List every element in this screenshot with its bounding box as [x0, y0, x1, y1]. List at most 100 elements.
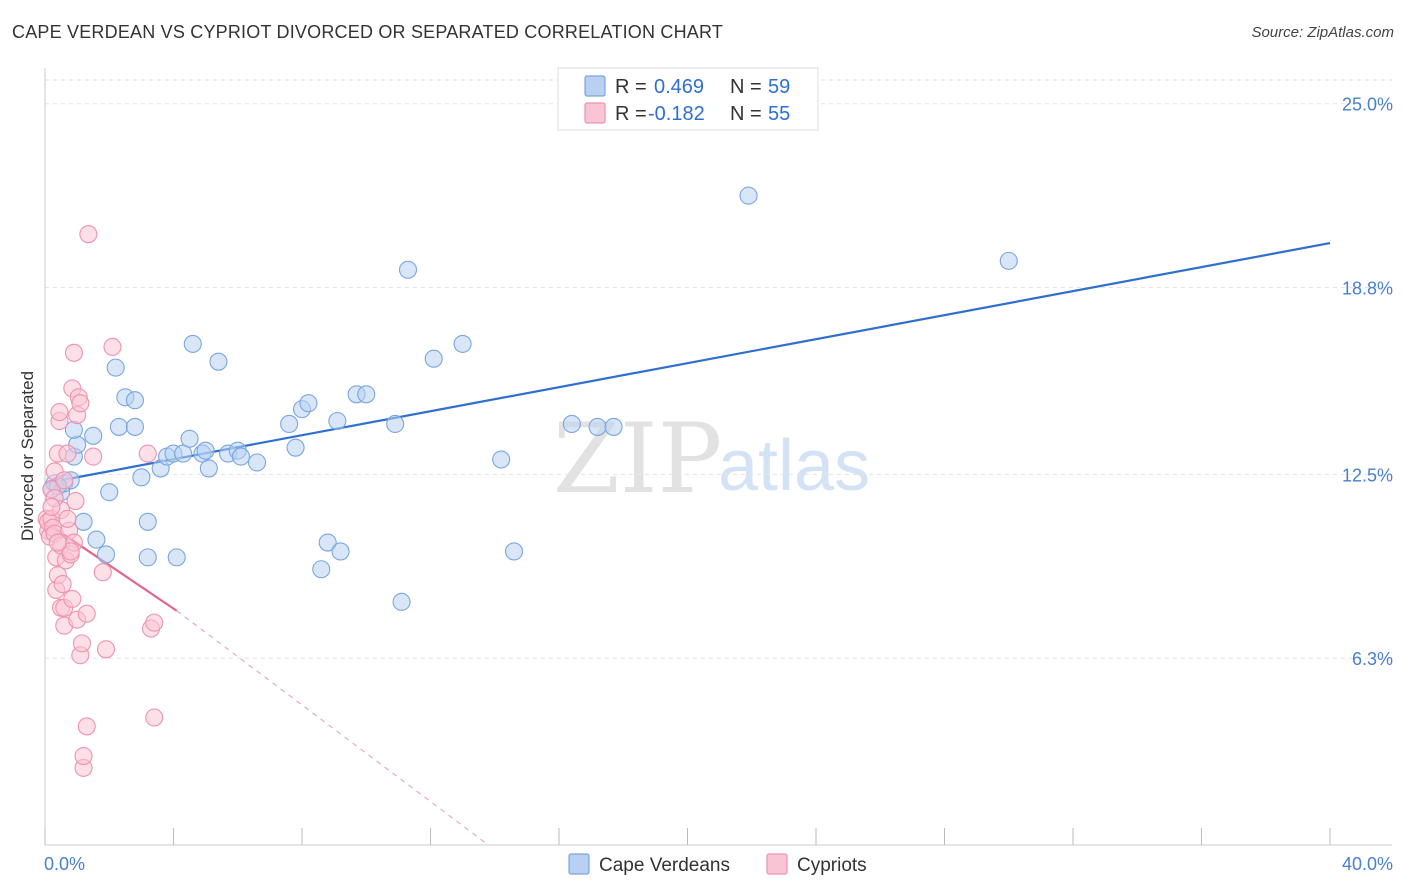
point-cypriot-27	[64, 343, 83, 362]
bottom-legend-label-cape-verdeans: Cape Verdeans	[599, 855, 730, 876]
y-tick-label-0: 6.3%	[1352, 649, 1393, 669]
legend-r-label-cape-verdeans: R =	[615, 76, 647, 98]
point-cypriot-46	[145, 613, 164, 632]
point-cape-verdean-40	[312, 560, 331, 579]
point-cape-verdean-46	[386, 414, 405, 434]
y-tick-label-1: 12.5%	[1342, 465, 1393, 485]
series-cape-verdeans	[42, 186, 1018, 611]
point-cape-verdean-36	[280, 414, 299, 434]
point-cape-verdean-39	[299, 394, 318, 413]
point-cape-verdean-57	[999, 251, 1018, 270]
gridlines	[45, 79, 1392, 659]
watermark-atlas: atlas	[718, 426, 870, 506]
point-cypriot-51	[55, 471, 74, 490]
y-tick-label-3: 25.0%	[1342, 95, 1393, 115]
point-cypriot-39	[74, 746, 93, 766]
point-cape-verdean-43	[331, 542, 350, 561]
point-cypriot-52	[42, 497, 61, 517]
point-cape-verdean-55	[604, 417, 623, 436]
point-cypriot-37	[77, 717, 96, 736]
point-cypriot-40	[84, 447, 103, 466]
point-cape-verdean-47	[392, 592, 411, 611]
legend-n-label-cape-verdeans: N =	[730, 76, 762, 98]
point-cypriot-42	[96, 640, 116, 659]
bottom-legend-swatch-cape-verdeans	[568, 853, 590, 875]
point-cape-verdean-56	[739, 186, 758, 205]
point-cape-verdean-49	[424, 349, 443, 368]
x-tick-label-1: 40.0%	[1342, 854, 1393, 874]
point-cypriot-47	[145, 708, 164, 727]
point-cape-verdean-17	[125, 391, 144, 410]
point-cape-verdean-42	[328, 411, 347, 431]
point-cape-verdean-27	[183, 334, 202, 353]
point-cape-verdean-45	[357, 385, 376, 404]
point-cypriot-34	[72, 634, 91, 653]
point-cape-verdean-20	[138, 548, 157, 567]
point-cape-verdean-53	[562, 414, 581, 434]
point-cypriot-24	[63, 589, 82, 608]
point-cypriot-14	[50, 403, 69, 422]
bottom-legend: Cape Verdeans Cypriots	[568, 853, 867, 876]
data-points	[37, 186, 1018, 777]
point-cape-verdean-16	[125, 417, 144, 436]
axes	[44, 68, 1392, 846]
point-cape-verdean-51	[492, 450, 511, 469]
y-axis-label: Divorced or Separated	[18, 371, 37, 541]
bottom-legend-label-cypriots: Cypriots	[797, 855, 867, 876]
point-cape-verdean-14	[109, 417, 128, 436]
legend-swatch-cape-verdeans	[584, 75, 606, 97]
point-cape-verdean-13	[106, 358, 125, 377]
trend-lines	[44, 242, 1331, 846]
point-cypriot-54	[48, 533, 67, 552]
point-cape-verdean-37	[286, 438, 305, 457]
y-tick-labels: 6.3% 12.5% 18.8% 25.0%	[1342, 95, 1393, 669]
bottom-legend-swatch-cypriots	[766, 853, 788, 875]
point-cape-verdean-10	[87, 530, 106, 549]
point-cypriot-32	[71, 394, 90, 413]
x-tick-labels: 0.0% 40.0%	[44, 854, 1393, 874]
point-cape-verdean-52	[504, 542, 524, 561]
series-cypriots	[37, 225, 164, 777]
point-cape-verdean-19	[138, 512, 157, 531]
trend-line-cape-verdeans	[44, 242, 1331, 485]
point-cypriot-41	[93, 563, 112, 582]
point-cape-verdean-41	[318, 533, 337, 552]
point-cypriot-28	[66, 491, 85, 511]
point-cape-verdean-7	[84, 426, 103, 445]
watermark-zip: ZIP	[553, 403, 722, 515]
trend-line-cypriots-extrapolated	[176, 610, 489, 846]
legend-n-value-cape-verdeans: 59	[768, 76, 790, 98]
point-cypriot-49	[58, 509, 77, 528]
point-cape-verdean-24	[167, 548, 186, 567]
watermark: ZIP atlas	[553, 403, 870, 515]
point-cape-verdean-31	[209, 352, 228, 371]
point-cape-verdean-34	[231, 447, 251, 466]
legend-r-value-cypriots: -0.182	[648, 103, 705, 125]
point-cape-verdean-48	[398, 260, 418, 279]
y-tick-label-2: 18.8%	[1342, 279, 1393, 299]
point-cypriot-44	[138, 444, 157, 463]
point-cypriot-21	[58, 444, 77, 463]
point-cape-verdean-50	[453, 334, 472, 353]
point-cape-verdean-54	[588, 417, 607, 436]
point-cape-verdean-35	[247, 453, 267, 472]
point-cypriot-17	[53, 575, 72, 594]
source-label: Source: ZipAtlas.com	[1251, 24, 1394, 41]
point-cape-verdean-12	[100, 483, 119, 502]
chart-title: CAPE VERDEAN VS CYPRIOT DIVORCED OR SEPA…	[12, 22, 724, 42]
point-cape-verdean-11	[96, 545, 116, 564]
point-cypriot-36	[77, 604, 96, 623]
legend-swatch-cypriots	[584, 102, 606, 124]
legend-r-value-cape-verdeans: 0.469	[654, 76, 704, 98]
point-cypriot-53	[61, 542, 80, 561]
legend-n-label-cypriots: N =	[730, 103, 762, 125]
point-cape-verdean-18	[132, 468, 151, 487]
point-cape-verdean-29	[196, 441, 215, 460]
point-cypriot-43	[103, 337, 122, 356]
legend-n-value-cypriots: 55	[768, 103, 790, 125]
x-tick-label-0: 0.0%	[44, 854, 85, 874]
legend-r-label-cypriots: R =	[615, 103, 647, 125]
point-cypriot-38	[79, 225, 98, 244]
point-cape-verdean-30	[199, 459, 218, 478]
